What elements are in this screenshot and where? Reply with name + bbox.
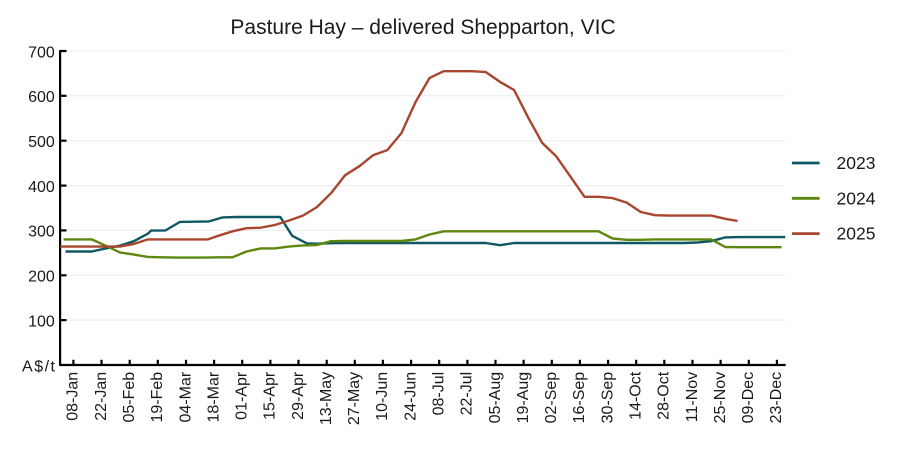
- svg-text:05-Aug: 05-Aug: [487, 372, 504, 424]
- svg-text:700: 700: [28, 44, 55, 61]
- svg-text:400: 400: [28, 179, 55, 196]
- svg-text:11-Nov: 11-Nov: [684, 372, 701, 422]
- svg-text:08-Jan: 08-Jan: [65, 372, 82, 421]
- svg-text:24-Jun: 24-Jun: [402, 372, 419, 421]
- svg-text:14-Oct: 14-Oct: [628, 371, 645, 420]
- svg-text:05-Feb: 05-Feb: [121, 372, 138, 423]
- svg-text:16-Sep: 16-Sep: [571, 372, 588, 424]
- svg-text:2023: 2023: [837, 153, 876, 173]
- svg-text:600: 600: [28, 89, 55, 106]
- svg-text:23-Dec: 23-Dec: [768, 372, 785, 424]
- svg-text:10-Jun: 10-Jun: [374, 372, 391, 421]
- svg-text:19-Aug: 19-Aug: [515, 372, 532, 424]
- svg-text:300: 300: [28, 224, 55, 241]
- svg-text:Pasture Hay – delivered Sheppa: Pasture Hay – delivered Shepparton, VIC: [230, 16, 615, 39]
- svg-text:27-May: 27-May: [346, 372, 363, 425]
- svg-text:2025: 2025: [837, 224, 876, 244]
- svg-text:22-Jan: 22-Jan: [93, 372, 110, 421]
- svg-text:22-Jul: 22-Jul: [459, 372, 476, 416]
- svg-text:500: 500: [28, 134, 55, 151]
- svg-text:29-Apr: 29-Apr: [290, 371, 307, 420]
- svg-text:18-Mar: 18-Mar: [205, 371, 222, 422]
- svg-text:04-Mar: 04-Mar: [177, 371, 194, 422]
- svg-text:02-Sep: 02-Sep: [543, 372, 560, 424]
- svg-text:25-Nov: 25-Nov: [712, 372, 729, 424]
- svg-text:30-Sep: 30-Sep: [599, 372, 616, 424]
- svg-text:100: 100: [28, 313, 55, 330]
- svg-text:28-Oct: 28-Oct: [656, 371, 673, 420]
- svg-text:09-Dec: 09-Dec: [740, 372, 757, 424]
- svg-text:19-Feb: 19-Feb: [149, 372, 166, 423]
- svg-text:200: 200: [28, 269, 55, 286]
- svg-text:A$/t: A$/t: [22, 358, 56, 375]
- svg-text:08-Jul: 08-Jul: [431, 372, 448, 416]
- svg-text:13-May: 13-May: [318, 372, 335, 425]
- svg-text:2024: 2024: [837, 188, 876, 208]
- svg-text:15-Apr: 15-Apr: [262, 371, 279, 420]
- svg-text:01-Apr: 01-Apr: [234, 371, 251, 420]
